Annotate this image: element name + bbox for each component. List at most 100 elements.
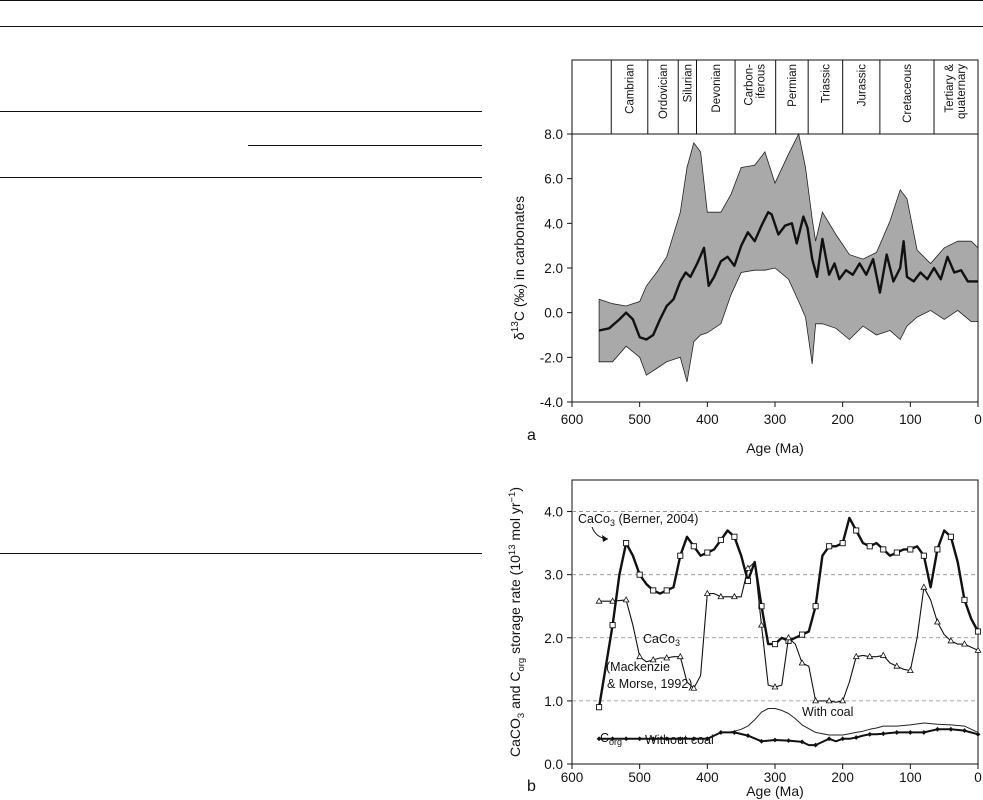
series-marker-square [799,631,806,638]
series-marker-diamond [826,736,832,742]
chart-b-gridlines [572,511,978,702]
x-tick-label: 200 [831,770,854,785]
annotation-mackenzie-2: (Mackenzie [606,660,670,674]
y-tick-label: 3.0 [544,568,563,583]
series-marker-diamond [637,736,643,742]
series-marker-triangle [812,697,820,704]
chart-b-ylabel-b-sub: org [516,658,527,672]
chart-b-ylabel-c: storage rate (10 [507,555,523,658]
series-marker-square [961,596,968,603]
series-marker-triangle [974,646,982,653]
annotation-corg: Corg [600,731,622,747]
x-tick-label: 0 [974,412,982,427]
series-marker-square [826,543,833,550]
series-marker-square [907,546,914,553]
x-tick-label: 300 [764,412,787,427]
series-marker-triangle [866,652,874,660]
period-label: Tertiary & [944,64,956,113]
y-tick-label: 0.0 [544,306,563,321]
series-marker-triangle [825,697,833,704]
y-tick-label: 0.0 [544,757,563,772]
chart-a-ylabel-pre: δ [511,332,527,340]
series-marker-diamond [650,736,656,742]
series-marker-square [609,622,616,629]
chart-a-x-axis: 600 500 400 300 200 100 0 [561,402,982,427]
chart-a-period-bar [571,59,979,135]
chart-a-ylabel-post: C (‰) in carbonates [511,196,527,321]
series-marker-triangle [676,652,684,660]
chart-a-range-band [598,132,979,383]
series-marker-diamond [880,731,886,737]
series-marker-square [744,577,751,585]
chart-a-periods: Cambrian Ordovician Silurian Devonian Carbon… [610,60,968,134]
series-marker-triangle [717,592,725,600]
series-marker-triangle [595,597,603,604]
series-marker-diamond [759,738,764,744]
subtable-header-rule [0,177,482,178]
series-marker-square [893,549,900,556]
y-tick-label: -4.0 [540,395,563,410]
series-marker-triangle [703,589,711,596]
x-tick-label: 500 [628,412,651,427]
chart-b-ylabel-d-sup: −1 [507,492,518,503]
period-label-line2: iferous [755,64,767,99]
chart-a-mean-line [598,211,978,341]
chart-b-x-axis: 600 500 400 300 200 100 0 [561,764,982,785]
series-marker-square [731,533,738,540]
subtable-bottom-rule [0,553,482,554]
x-tick-label: 400 [696,770,719,785]
period-label: Cambrian [625,64,637,114]
series-marker-triangle [798,659,806,666]
series-marker-triangle [839,697,847,704]
x-tick-label: 0 [974,770,982,785]
annotation-berner-arrowhead [602,535,608,542]
annotation-mackenzie-1-pre: CaCo [643,632,675,646]
series-marker-diamond [772,737,778,743]
annotation-mackenzie-1-sub: 3 [675,638,680,648]
series-marker-diamond [894,730,900,735]
chart-a-ylabel: δ13C (‰) in carbonates [510,196,527,340]
chart-b-ylabel: CaCO3 and Corg storage rate (1013 mol yr… [507,487,527,757]
series-marker-diamond [691,736,697,742]
chart-a-xlabel: Age (Ma) [746,440,804,456]
x-tick-label: 300 [764,770,787,785]
series-marker-square [717,536,724,544]
series-marker-square [771,641,779,648]
annotation-with-coal: With coal [802,705,853,719]
x-tick-label: 100 [899,412,922,427]
series-marker-triangle [947,637,955,644]
series-marker-triangle [879,651,887,658]
chart-a: Cambrian Ordovician Silurian Devonian Carbon… [510,59,982,456]
series-marker-square [690,543,697,550]
series-marker-square [920,552,927,559]
period-label: Cretaceous [902,64,914,123]
series-marker-diamond [704,736,710,742]
x-tick-label: 100 [899,770,922,785]
chart-b-y-axis: 0.0 1.0 2.0 3.0 4.0 [544,505,572,772]
series-marker-diamond [935,726,940,732]
series-marker-diamond [962,728,967,733]
series-marker-triangle [893,662,901,669]
series-marker-triangle [906,666,914,673]
series-marker-triangle [649,656,657,663]
period-label: Triassic [820,64,832,103]
series-marker-square [677,552,684,559]
y-tick-label: -2.0 [540,350,563,365]
chart-b: 0.0 1.0 2.0 3.0 4.0 600 500 400 300 200 100 0 Age … [507,479,982,799]
series-marker-square [623,540,630,547]
y-tick-label: 6.0 [544,172,563,187]
series-marker-triangle [852,652,860,660]
series-marker-square [812,603,819,610]
series-marker-diamond [853,735,859,740]
annotation-without-coal: Without coal [645,733,714,747]
series-marker-diamond [813,742,818,748]
series-marker-square [934,546,941,553]
series-marker-square [974,628,982,635]
y-tick-label: 4.0 [544,505,563,520]
series-marker-square [636,571,643,578]
series-marker-triangle [785,633,793,641]
table-top-rule [0,0,983,1]
series-marker-diamond [840,736,846,742]
series-marker-diamond [921,730,927,735]
